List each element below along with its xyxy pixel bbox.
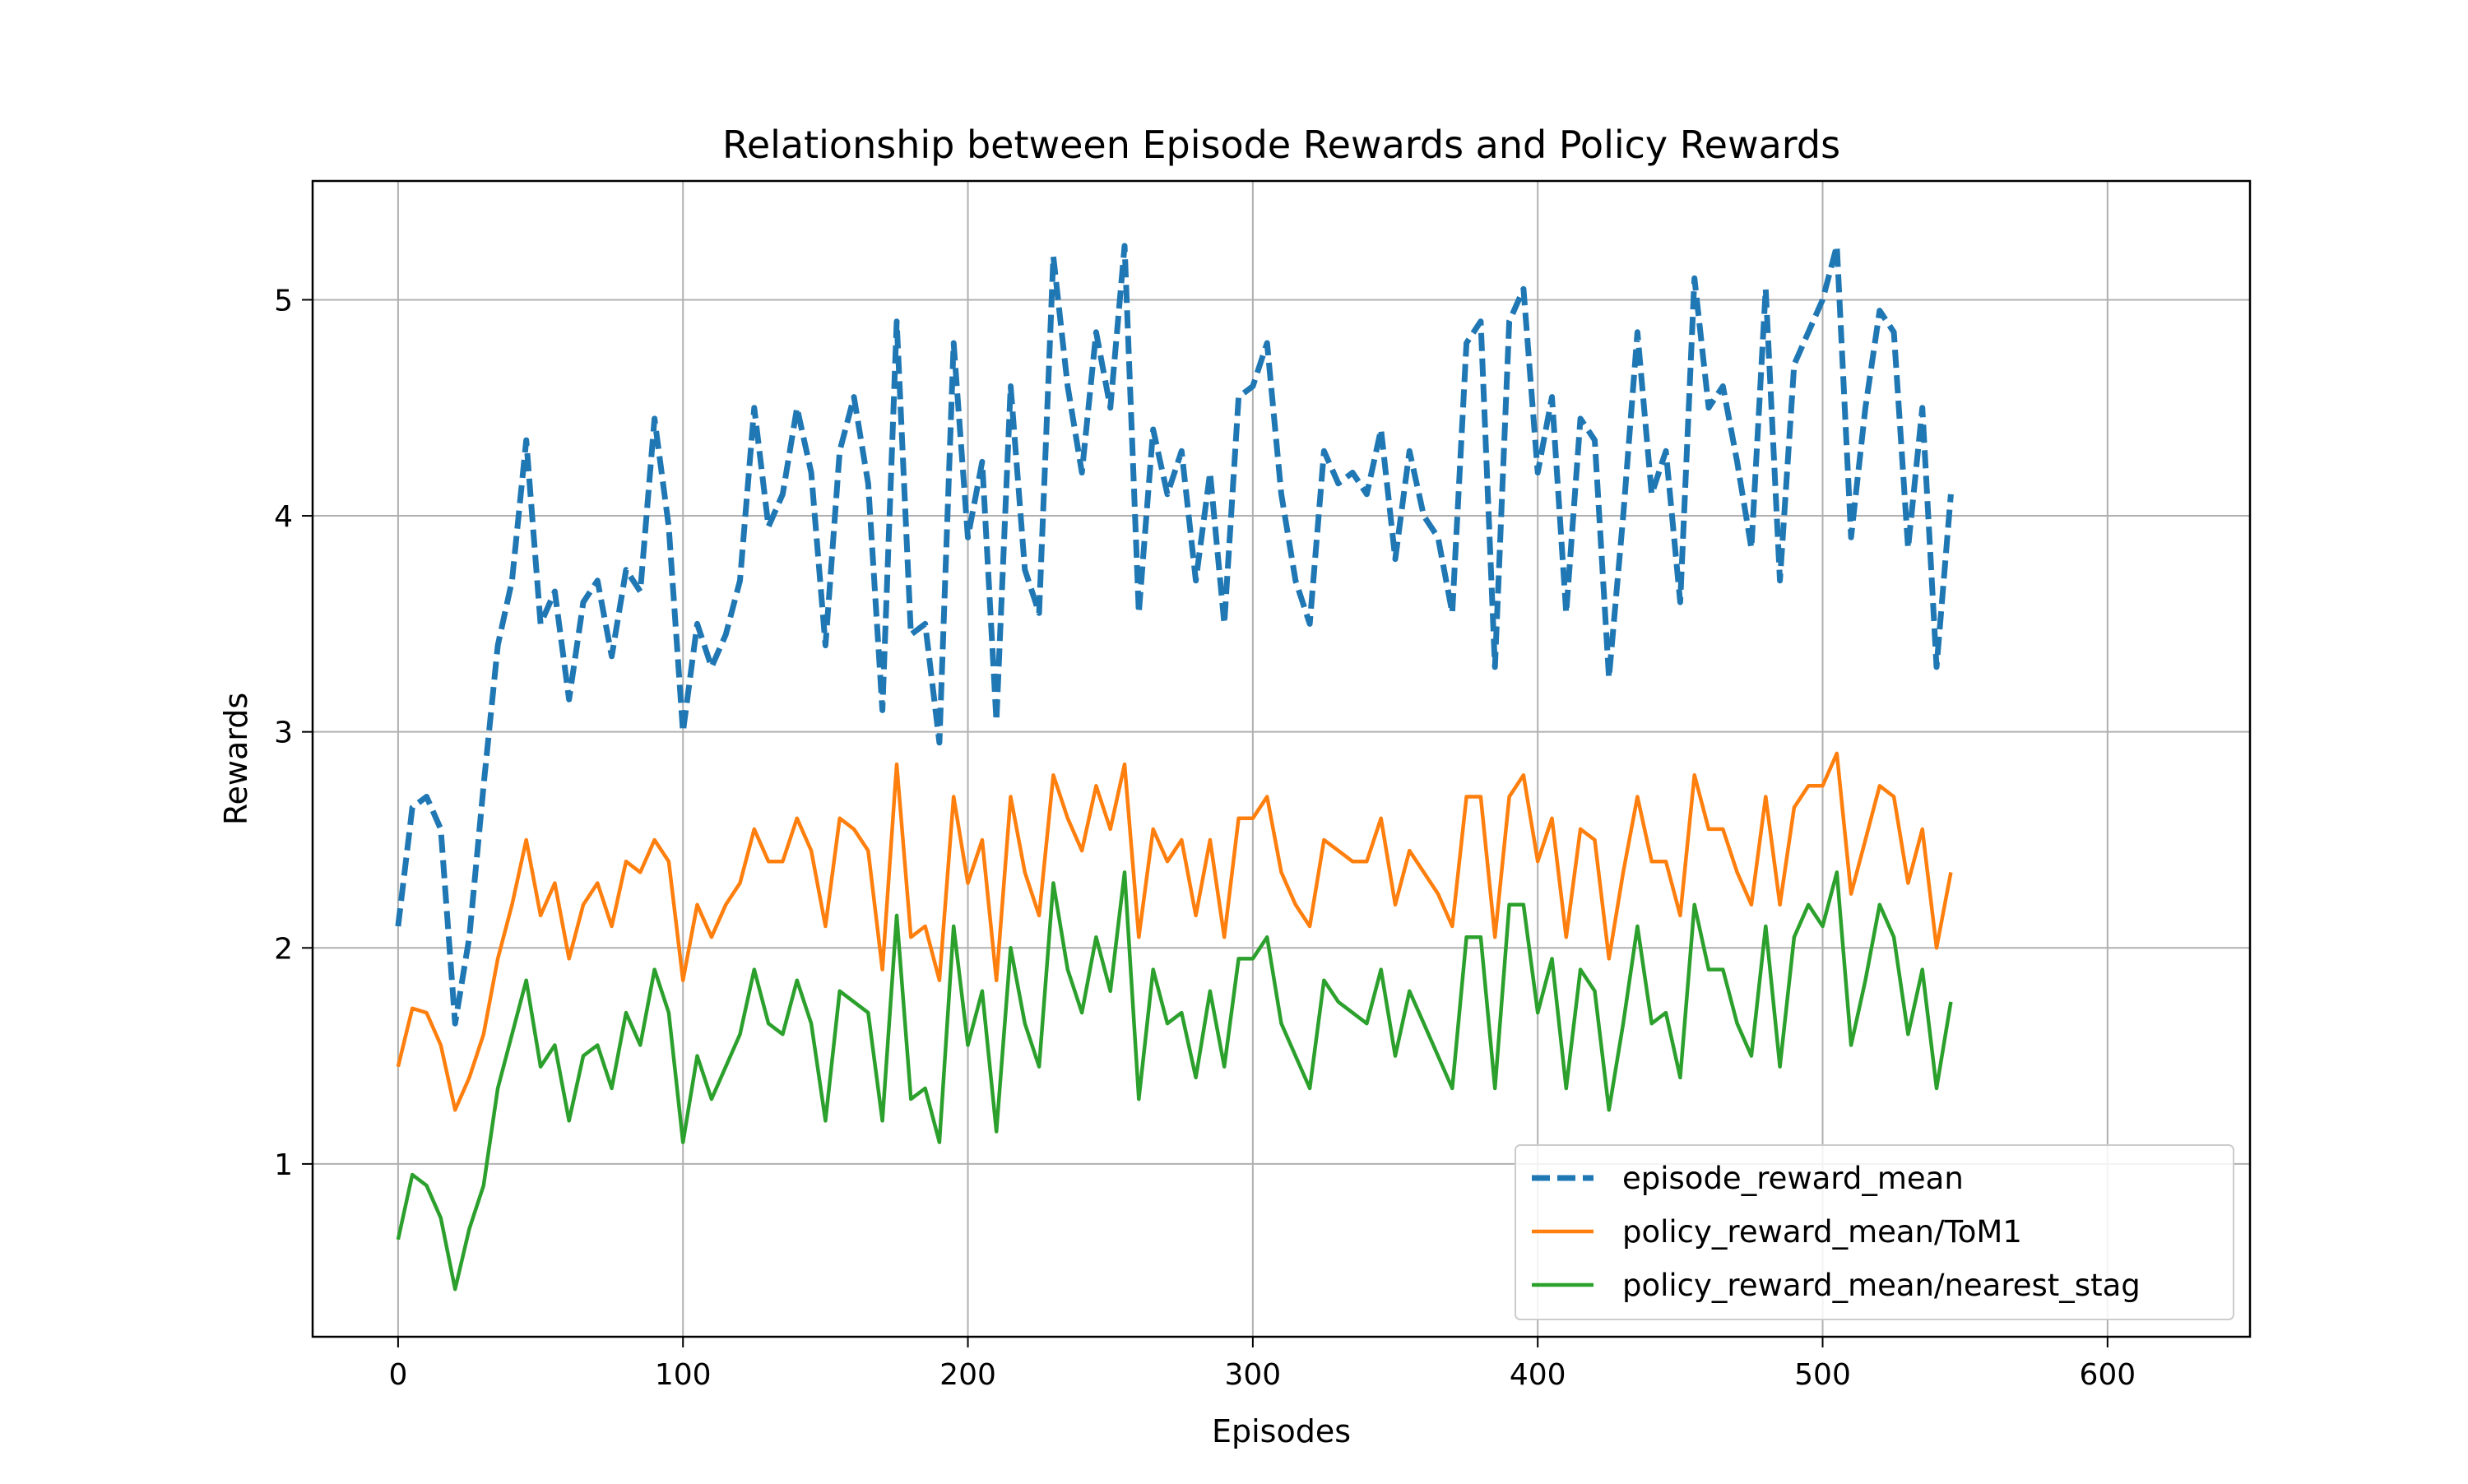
y-tick-label: 2 <box>274 932 293 966</box>
y-tick-label: 5 <box>274 284 293 318</box>
axis-ticks: 0 100 200 300 400 500 600 1 2 3 4 5 <box>274 284 2136 1392</box>
x-tick-label: 0 <box>388 1358 407 1392</box>
legend-box <box>1515 1144 2234 1320</box>
x-axis-title: Episodes <box>1212 1413 1351 1449</box>
legend-label-1: policy_reward_mean/ToM1 <box>1622 1214 2022 1250</box>
plot-frame <box>311 179 2252 1338</box>
x-tick-label: 100 <box>655 1358 712 1392</box>
legend-label-0: episode_reward_mean <box>1622 1161 1964 1196</box>
series-line-1 <box>396 751 1953 1112</box>
x-tick-label: 600 <box>2079 1358 2136 1392</box>
y-tick-label: 3 <box>274 716 293 750</box>
series-lines <box>395 243 1954 1292</box>
x-tick-label: 400 <box>1510 1358 1566 1392</box>
y-tick-label: 4 <box>274 500 293 534</box>
x-tick-label: 500 <box>1794 1358 1851 1392</box>
chart-title: Relationship between Episode Rewards and… <box>722 123 1840 167</box>
y-tick-label: 1 <box>274 1148 293 1182</box>
x-tick-label: 200 <box>939 1358 996 1392</box>
y-axis-title: Rewards <box>218 693 254 825</box>
x-tick-label: 300 <box>1225 1358 1282 1392</box>
legend-label-2: policy_reward_mean/nearest_stag <box>1622 1268 2141 1303</box>
legend: episode_reward_mean policy_reward_mean/To… <box>1515 1144 2234 1320</box>
series-line-0 <box>395 243 1954 1027</box>
series-line-2 <box>396 870 1953 1292</box>
